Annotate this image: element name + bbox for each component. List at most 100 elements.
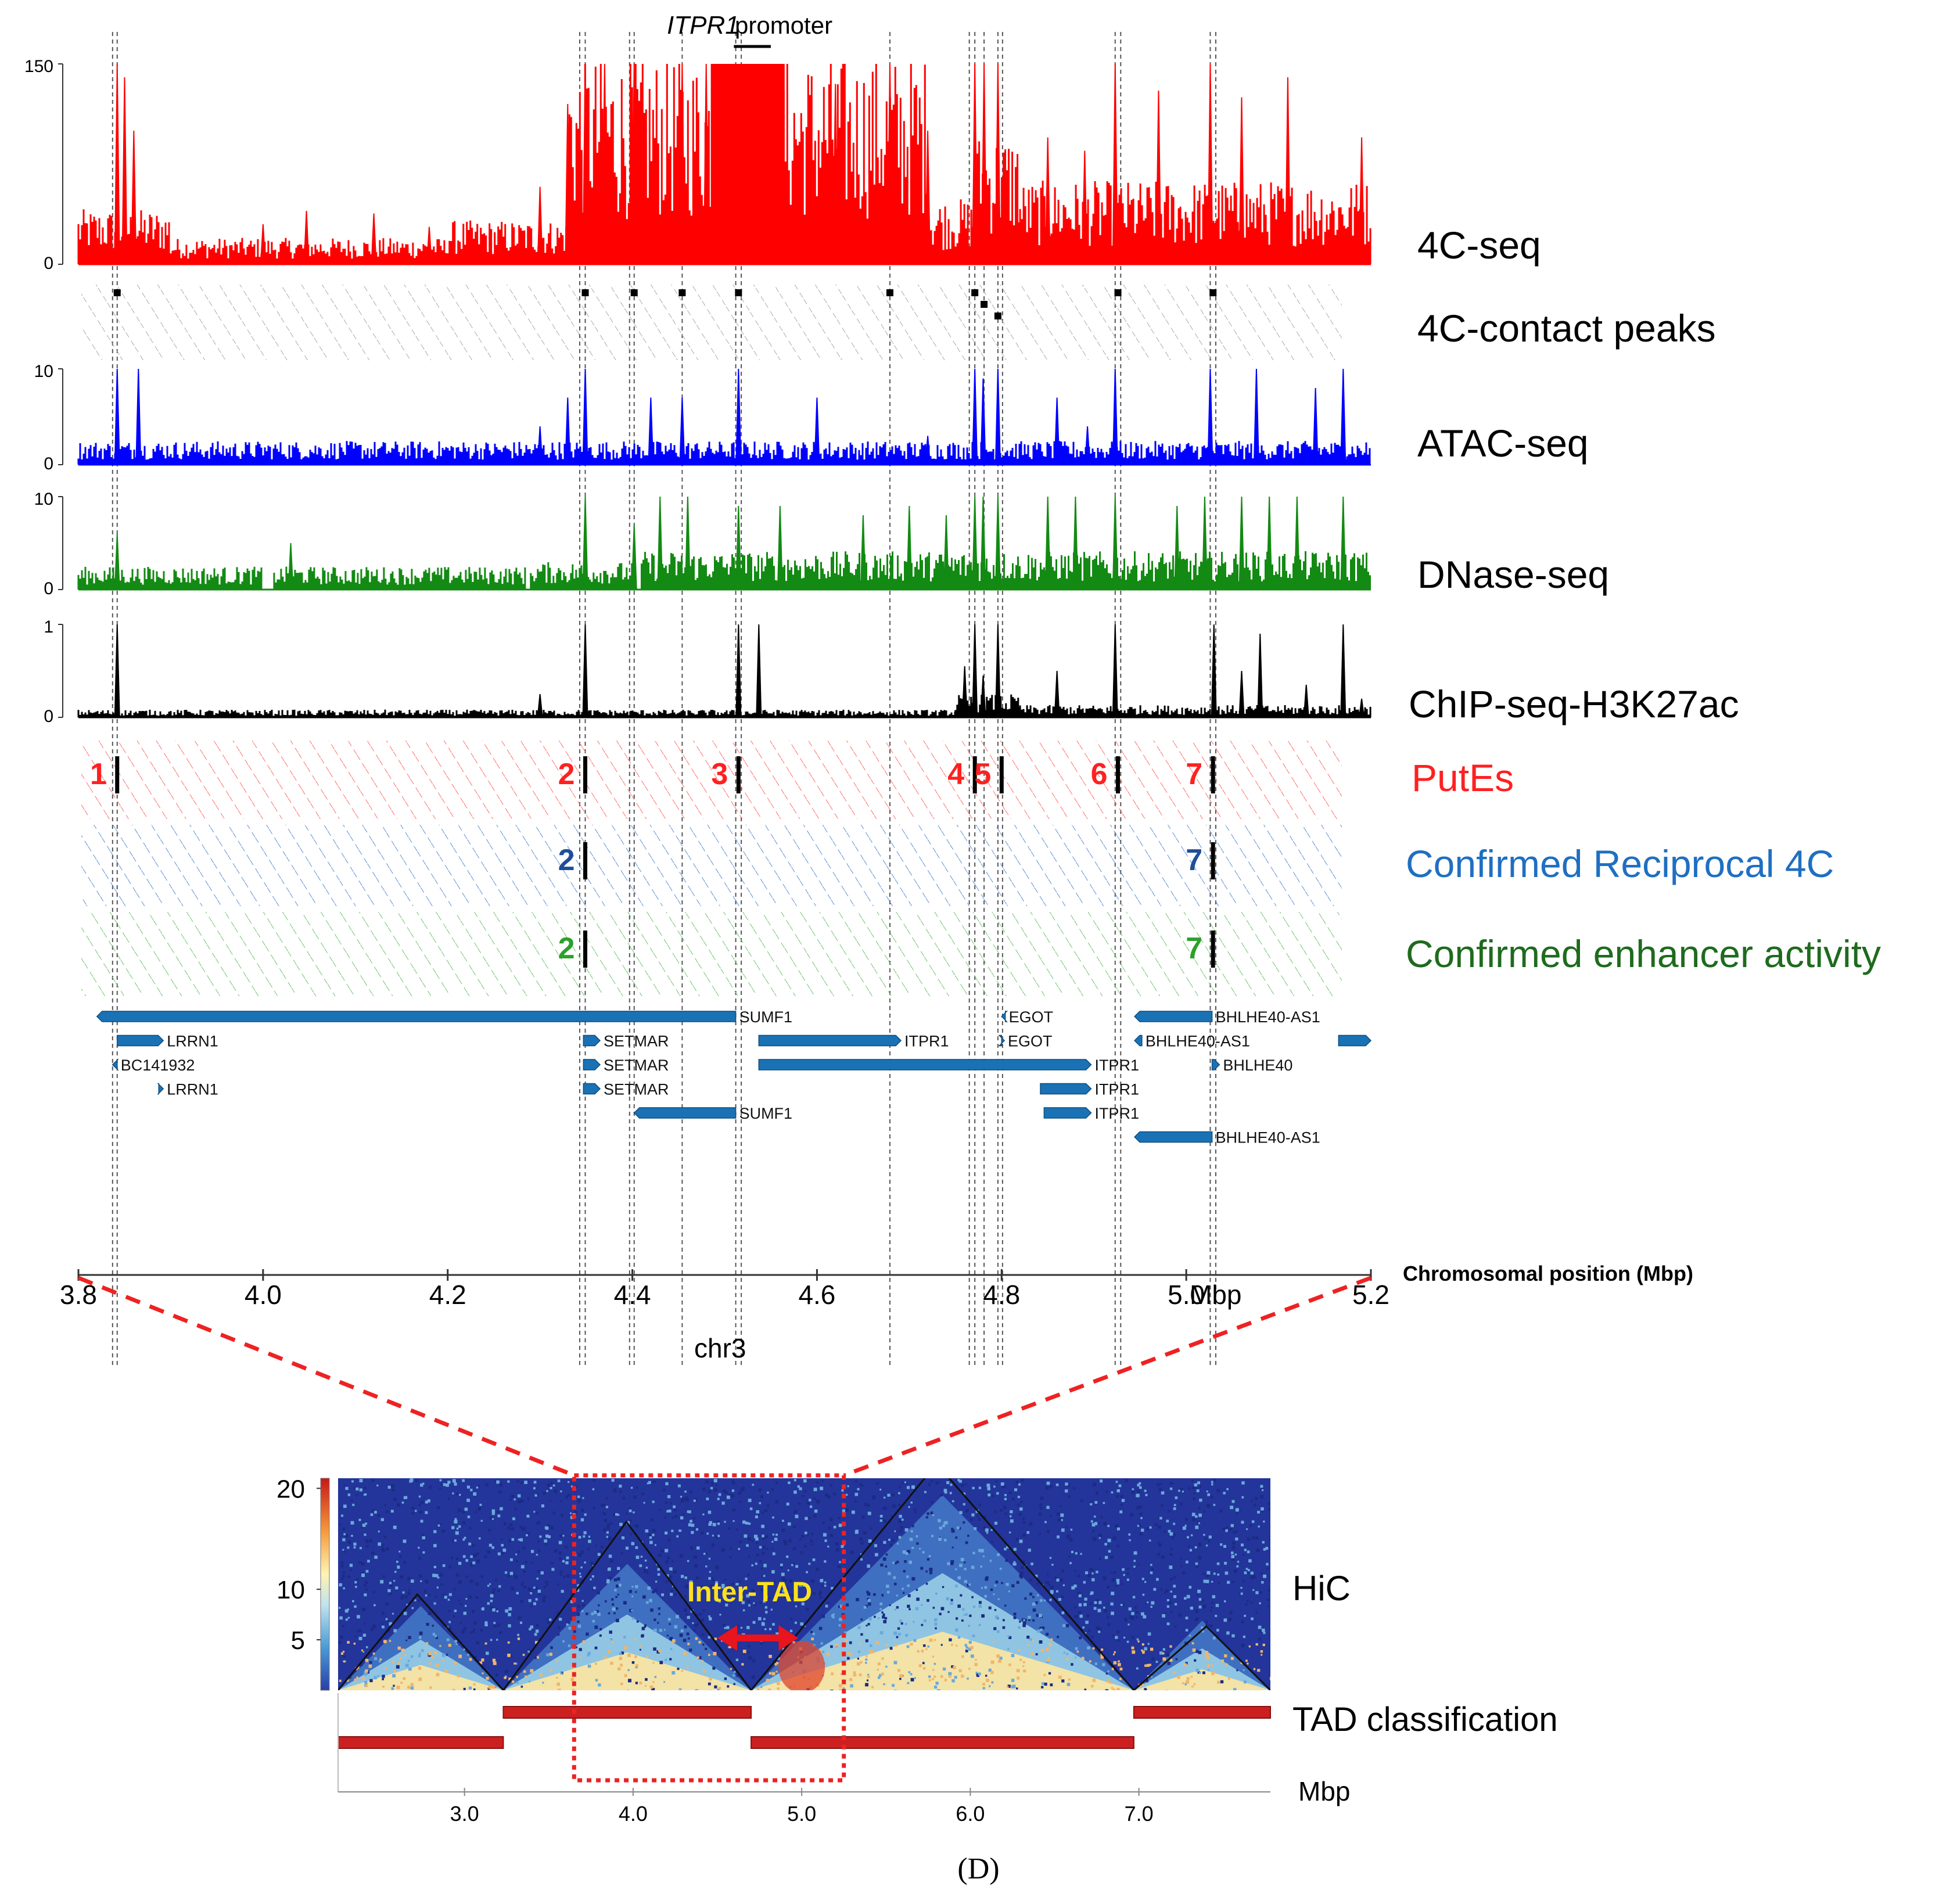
- gene-label-0: SUMF1: [739, 1008, 793, 1026]
- tad-triangle-core-0: [338, 1665, 504, 1690]
- contact-peak-2: [630, 289, 638, 296]
- colorbar-tick-label-1: 10: [277, 1576, 305, 1604]
- x-tick-label-4: 4.6: [798, 1280, 835, 1310]
- track-chip-peak-7: [980, 675, 986, 718]
- track-c4-peak-21: [994, 63, 1001, 265]
- hic-inter-tad-label: Inter-TAD: [687, 1577, 812, 1608]
- track-atac-peak-1: [135, 368, 142, 465]
- annot-mark-putes-5: [1116, 756, 1121, 793]
- track-chip-peak-13: [1257, 633, 1263, 718]
- x-axis-title: Chromosomal position (Mbp): [1403, 1262, 1693, 1285]
- gene-label-11: ITPR1: [1094, 1057, 1139, 1074]
- track-c4-peak-3: [260, 224, 266, 265]
- gene-label-3: LRRN1: [167, 1033, 218, 1050]
- track-c4-peak-6: [426, 227, 432, 265]
- tad-classification-bars: [337, 1693, 1271, 1792]
- gene-label-4: SETMAR: [604, 1033, 669, 1050]
- x-tick-label-6: 5.0: [1168, 1280, 1205, 1310]
- zoom-connector: [77, 1276, 1372, 1478]
- hic-x-tick-label-3: 6.0: [956, 1802, 985, 1826]
- hic-heatmap: [338, 1478, 1270, 1690]
- gene-6: [998, 1034, 1006, 1047]
- gene-label-7: BHLHE40-AS1: [1146, 1033, 1250, 1050]
- figure-caption: (D): [957, 1852, 1000, 1885]
- track-label-4c-peaks: 4C-contact peaks: [1417, 307, 1716, 350]
- gene-label-12: BHLHE40: [1223, 1057, 1292, 1074]
- hic-x-axis: 3.0 4.0 5.0 6.0 7.0: [338, 1788, 1270, 1826]
- annot-mark-enh-1: [1211, 931, 1215, 968]
- annot-mark-recip-0: [583, 842, 588, 879]
- track-atac-ytick-label-max: 10: [34, 362, 53, 381]
- gene-label-13: LRRN1: [167, 1081, 218, 1098]
- contact-peak-1: [581, 289, 589, 296]
- x-tick-label-2: 4.2: [429, 1280, 466, 1310]
- track-atac-peak-14: [1085, 426, 1091, 465]
- hic-label: HiC: [1292, 1569, 1351, 1608]
- track-chip-peak-14: [1303, 684, 1309, 718]
- promoter-label: ITPR1 promoter: [667, 11, 832, 48]
- track-dnase-peak-21: [1294, 496, 1300, 590]
- gene-label-14: SETMAR: [604, 1081, 669, 1098]
- track-atac-peak-5: [648, 397, 654, 465]
- arrow-head-right: [778, 1625, 799, 1651]
- colorbar-tick-label-2: 5: [291, 1626, 305, 1655]
- gene-track: SUMF1 EGOT BHLHE40-AS1 LRRN1 SETMAR ITPR1 EGOT…: [96, 1008, 1372, 1147]
- tad-classification-label: TAD classification: [1292, 1701, 1558, 1738]
- tad-boundary-3: [1133, 1625, 1270, 1690]
- tad-bar-0-0: [502, 1706, 752, 1719]
- track-dnase-ytick-label-max: 10: [34, 490, 53, 509]
- contact-peak-3: [678, 289, 686, 296]
- gene-label-17: ITPR1: [1094, 1105, 1139, 1122]
- zoom-box-rect: [572, 1473, 846, 1783]
- track-dnase-peak-3: [631, 524, 637, 590]
- track-dnase-peak-9: [906, 505, 913, 590]
- gene-4: [583, 1034, 601, 1047]
- track-dnase-peak-4: [657, 496, 663, 590]
- gene-10: [583, 1059, 601, 1070]
- track-c4-peak-1: [121, 77, 128, 265]
- tad-boundary-2: [750, 1478, 1135, 1690]
- track-c4-ytick-label-min: 0: [44, 254, 53, 273]
- contact-peak-10: [1209, 289, 1217, 296]
- gene-label-18: BHLHE40-AS1: [1216, 1129, 1320, 1147]
- annot-num-putes-0: 1: [90, 757, 107, 791]
- gene-17: [1043, 1107, 1092, 1119]
- gene-label-10: SETMAR: [604, 1057, 669, 1074]
- track-chip: 10: [44, 617, 1371, 726]
- peaks-hatch-band: [81, 285, 1342, 360]
- annot-mark-recip-1: [1211, 842, 1215, 879]
- track-label-putes: PutEs: [1412, 756, 1514, 799]
- gene-11: [758, 1059, 1092, 1070]
- hic-panel: 20 10 5 Inter-TAD HiC TAD classification M…: [277, 1473, 1558, 1826]
- x-tick-label-1: 4.0: [245, 1280, 282, 1310]
- track-atac-peak-10: [972, 368, 978, 465]
- track-c4-peak-4: [303, 210, 310, 265]
- track-chip-peak-5: [961, 666, 968, 718]
- track-atac-peak-15: [1112, 368, 1118, 465]
- track-c4-peak-23: [1082, 150, 1088, 265]
- zoom-line-right: [843, 1276, 1372, 1478]
- gene-label-16: SUMF1: [739, 1105, 793, 1122]
- track-atac-peak-8: [814, 397, 820, 465]
- annot-num-putes-4: 5: [974, 757, 991, 791]
- track-c4-peak-24: [1112, 63, 1118, 265]
- track-dnase-peak-2: [582, 496, 588, 590]
- gene-15: [1040, 1083, 1092, 1095]
- promoter-gene-label: ITPR1: [667, 11, 739, 39]
- track-atac-peak-17: [1253, 368, 1259, 465]
- track-c4-peak-22: [1044, 137, 1051, 265]
- annot-num-enh-1: 7: [1186, 932, 1202, 965]
- track-chip-peak-12: [1238, 670, 1245, 718]
- annot-num-putes-6: 7: [1186, 757, 1202, 791]
- x-tick-label-3: 4.4: [614, 1280, 651, 1310]
- gene-2: [1134, 1011, 1213, 1022]
- track-atac-peak-19: [1340, 368, 1346, 465]
- track-atac-peak-9: [925, 436, 931, 465]
- gene-8: [1338, 1034, 1372, 1047]
- track-atac-background-signal: [77, 441, 1371, 465]
- track-chip-ytick-label-min: 0: [44, 707, 53, 726]
- promoter-word-label: promoter: [735, 12, 832, 39]
- x-axis: Chromosomal position (Mbp) Mbp chr3 3.8 4…: [60, 1262, 1693, 1363]
- tad-bar-0-1: [1133, 1706, 1271, 1719]
